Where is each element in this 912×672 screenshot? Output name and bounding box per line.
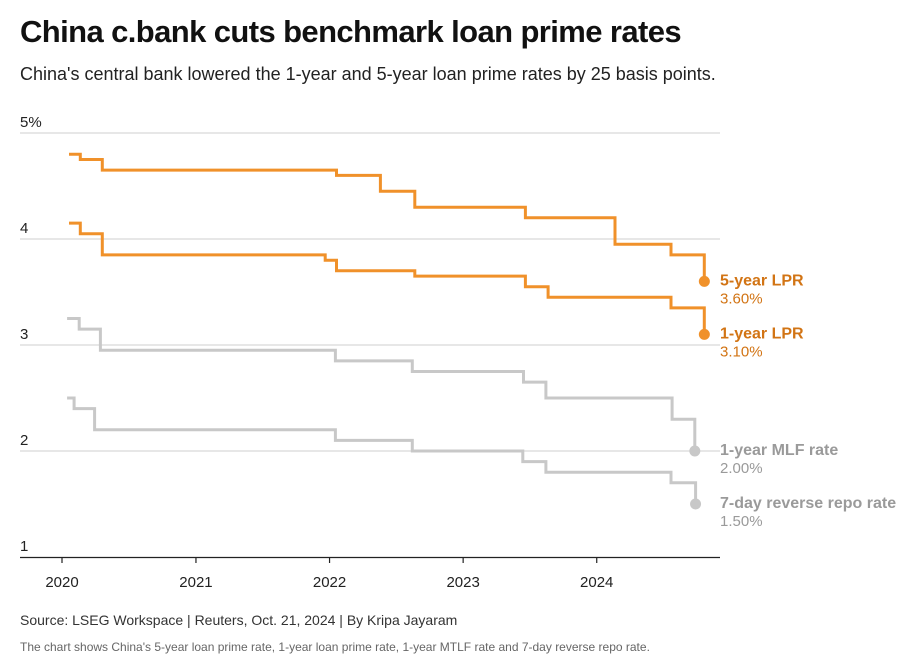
series-line-lpr5: [69, 152, 706, 282]
series-end-marker-mlf: [689, 445, 701, 457]
x-tick-label-2021: 2021: [179, 574, 212, 591]
series-end-value-lpr5: 3.60%: [720, 290, 763, 307]
line-chart: 5% 4 3 2 1 2020 2021 2022 2023 2024 5-year LPR3.60…: [20, 114, 896, 591]
y-tick-label-5: 5%: [20, 114, 42, 131]
x-tick-label-2020: 2020: [45, 574, 78, 591]
y-tick-label-1: 1: [20, 538, 28, 555]
series-end-marker-lpr5: [698, 275, 710, 287]
series-label-mlf: 1-year MLF rate: [720, 442, 838, 459]
series-line-mlf: [67, 317, 697, 451]
y-tick-label-3: 3: [20, 326, 28, 343]
chart-footnote: The chart shows China's 5-year loan prim…: [20, 640, 650, 654]
series-end-value-lpr1: 3.10%: [720, 343, 763, 360]
series-line-repo: [67, 396, 698, 504]
series-line-lpr1: [69, 221, 706, 335]
chart-subtitle: China's central bank lowered the 1-year …: [20, 64, 716, 84]
chart-title: China c.bank cuts benchmark loan prime r…: [20, 14, 682, 49]
series-end-value-repo: 1.50%: [720, 513, 763, 530]
x-tick-label-2024: 2024: [580, 574, 613, 591]
series-end-marker-lpr1: [698, 328, 710, 340]
y-tick-label-2: 2: [20, 432, 28, 449]
series-label-repo: 7-day reverse repo rate: [720, 495, 896, 512]
series-end-marker-repo: [690, 498, 702, 510]
series-label-lpr5: 5-year LPR: [720, 272, 804, 289]
series-label-lpr1: 1-year LPR: [720, 325, 804, 342]
x-tick-label-2022: 2022: [313, 574, 346, 591]
y-tick-label-4: 4: [20, 220, 28, 237]
x-tick-label-2023: 2023: [446, 574, 479, 591]
source-credit: Source: LSEG Workspace | Reuters, Oct. 2…: [20, 612, 458, 628]
series-end-value-mlf: 2.00%: [720, 460, 763, 477]
